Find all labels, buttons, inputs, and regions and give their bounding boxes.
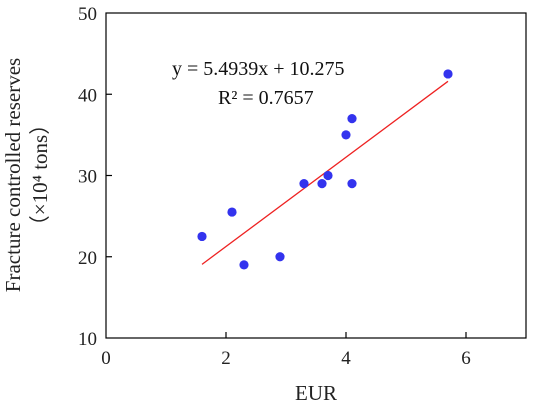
x-tick-label: 0 — [101, 348, 111, 369]
y-tick-label: 30 — [78, 167, 97, 188]
data-point — [317, 179, 327, 189]
y-axis-title-line2: （×10⁴ tons） — [28, 114, 52, 236]
data-point — [443, 69, 453, 79]
y-tick-label: 40 — [78, 85, 97, 106]
data-point — [227, 207, 237, 217]
x-tick-label: 4 — [341, 348, 351, 369]
equation-label: y = 5.4939x + 10.275 — [172, 58, 345, 80]
data-point — [299, 179, 309, 189]
data-points — [197, 69, 453, 270]
data-point — [197, 231, 207, 242]
y-tick-label: 50 — [78, 4, 97, 25]
data-point — [341, 130, 351, 140]
data-point — [347, 179, 357, 189]
y-axis-ticks: 10 20 30 40 50 — [78, 4, 112, 350]
data-point — [275, 252, 285, 262]
x-tick-label: 6 — [461, 348, 471, 369]
data-point — [239, 260, 249, 270]
data-point — [323, 170, 333, 181]
y-axis-title-line1: Fracture controlled reserves — [1, 58, 25, 292]
data-point — [347, 114, 357, 124]
x-axis-ticks: 0 2 4 6 — [101, 332, 471, 369]
r-squared-label: R² = 0.7657 — [218, 87, 314, 109]
y-tick-label: 20 — [78, 248, 97, 269]
x-axis-title: EUR — [295, 381, 337, 405]
y-tick-label: 10 — [78, 329, 97, 350]
x-tick-label: 2 — [221, 348, 231, 369]
